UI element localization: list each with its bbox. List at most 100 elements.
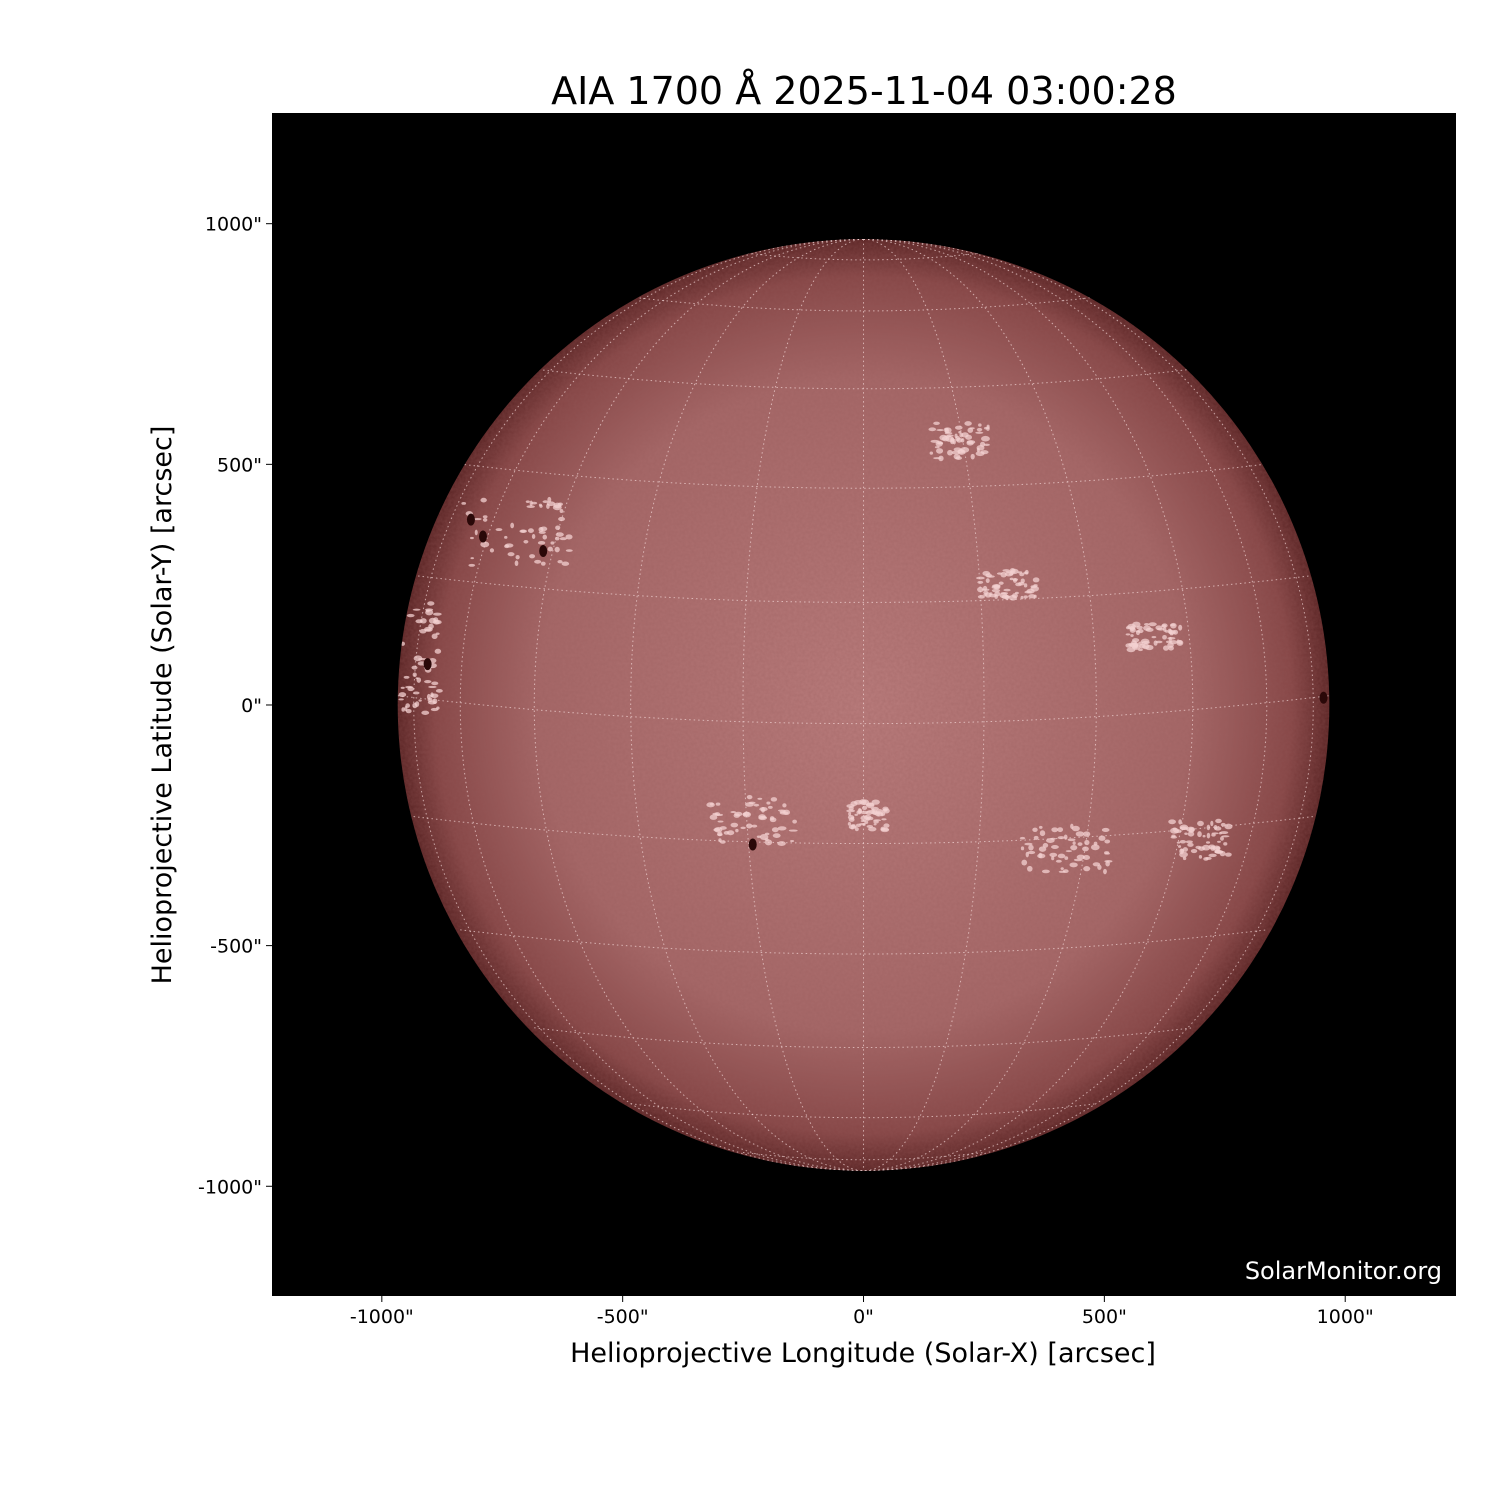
plage-patch (398, 692, 407, 698)
plage-patch (788, 829, 798, 832)
plage-patch (407, 686, 415, 692)
plage-patch (552, 504, 562, 511)
plage-patch (480, 497, 487, 503)
plage-patch (468, 563, 476, 567)
plage-patch (846, 804, 855, 808)
sunspot (748, 838, 757, 851)
plage-patch (846, 809, 856, 813)
plage-patch (531, 533, 536, 540)
plage-patch (770, 797, 778, 802)
plage-patch (960, 447, 970, 453)
plage-patch (742, 812, 747, 816)
plage-patch (981, 435, 990, 442)
plage-patch (1211, 833, 1216, 837)
plage-patch (1187, 842, 1194, 847)
plage-patch (933, 421, 940, 426)
plage-patch (751, 824, 758, 828)
plage-patch (872, 819, 882, 822)
plage-patch (719, 826, 727, 830)
plage-patch (1017, 571, 1023, 574)
plage-patch (978, 423, 982, 427)
sunspot (423, 658, 432, 671)
longitude-line (630, 239, 864, 1171)
plage-patch (866, 816, 870, 821)
plage-patch (504, 535, 508, 539)
plage-patch (1003, 588, 1011, 592)
plage-patch (1090, 844, 1100, 851)
solar-disk (397, 239, 1330, 1171)
plage-patch (871, 799, 880, 805)
plage-patch (854, 827, 859, 832)
y-axis-label: Helioprojective Latitude (Solar-Y) [arcs… (147, 426, 178, 985)
plage-patch (847, 821, 852, 826)
plage-patch (1182, 847, 1188, 852)
latitude-line (630, 1103, 1097, 1119)
plage-patch (515, 554, 520, 560)
plage-patch (559, 537, 567, 541)
plage-patch (769, 817, 777, 823)
plage-patch (1067, 838, 1076, 842)
plage-patch (929, 451, 934, 455)
plage-patch (986, 575, 995, 578)
plage-patch (746, 823, 753, 829)
plage-patch (480, 541, 490, 548)
plage-patch (425, 608, 434, 612)
plage-patch (565, 534, 573, 540)
plage-patch (519, 529, 527, 533)
plage-patch (538, 530, 546, 534)
watermark: SolarMonitor.org (1245, 1257, 1442, 1285)
plage-patch (1064, 856, 1069, 860)
plage-patch (1224, 823, 1233, 830)
plage-patch (418, 699, 422, 702)
plage-patch (1203, 857, 1209, 861)
plage-patch (405, 709, 412, 714)
plage-patch (717, 820, 724, 823)
plage-patch (989, 592, 993, 596)
plage-patch (1217, 840, 1221, 843)
plage-patch (537, 540, 546, 545)
plage-patch (1197, 820, 1204, 827)
plage-patch (975, 576, 985, 580)
plage-patch (1000, 571, 1007, 578)
plage-patch (529, 554, 536, 559)
plage-patch (848, 817, 855, 822)
sunspot (478, 530, 487, 543)
plage-patch (992, 584, 1001, 588)
plage-patch (1176, 841, 1181, 844)
plage-patch (764, 838, 769, 842)
plage-patch (1038, 846, 1047, 852)
plage-patch (1028, 844, 1034, 851)
x-axis: -1000" -500" 0" 500" 1000" (350, 1296, 1374, 1328)
plage-patch (1055, 859, 1062, 863)
y-tick-label: 0" (241, 695, 262, 717)
plage-patch (1170, 835, 1178, 839)
plage-patch (555, 525, 561, 531)
sunspot (539, 544, 548, 557)
plage-patch (858, 822, 866, 826)
plage-patch (431, 633, 438, 640)
plage-patch (426, 693, 431, 700)
plage-patch (1172, 629, 1179, 635)
plage-patch (1177, 845, 1182, 848)
plage-patch (1101, 827, 1110, 832)
plage-patch (1179, 839, 1187, 844)
plage-patch (1039, 830, 1046, 837)
heliographic-grid (397, 239, 1330, 1171)
plage-patch (430, 707, 439, 712)
plage-patch (735, 828, 739, 833)
plage-patch (482, 518, 488, 522)
plage-patch (403, 675, 410, 679)
plage-patch (870, 806, 879, 811)
plage-patch (709, 814, 718, 820)
plage-patch (848, 811, 852, 816)
sunspot (466, 513, 475, 526)
plage-patch (1178, 624, 1183, 631)
plage-patch (1024, 842, 1033, 846)
plage-patch (401, 707, 405, 712)
plage-patch (1178, 819, 1182, 825)
plage-patch (767, 805, 773, 809)
plage-patch (428, 617, 437, 624)
plage-patch (1145, 627, 1154, 632)
plage-patch (538, 503, 543, 507)
plage-patch (430, 693, 439, 699)
